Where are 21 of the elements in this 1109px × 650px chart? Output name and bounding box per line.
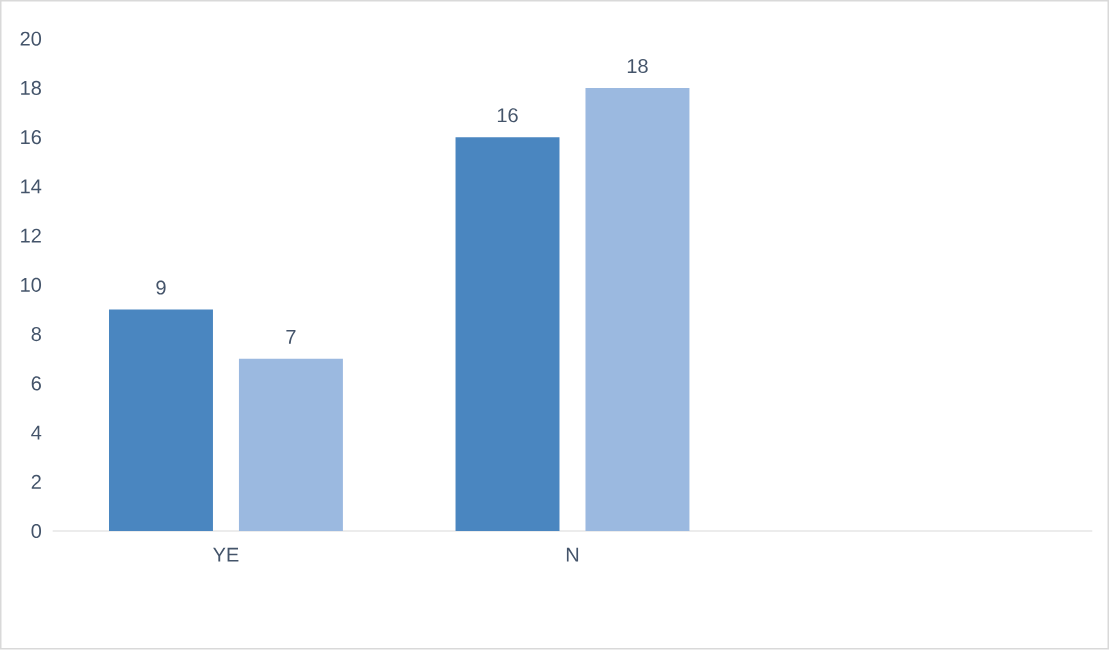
bar	[109, 309, 213, 532]
y-tick-label: 16	[21, 130, 41, 145]
data-label: 18	[627, 59, 648, 74]
y-tick-label: 14	[21, 179, 42, 194]
y-tick-label: 10	[21, 277, 42, 293]
bar	[455, 137, 560, 532]
bar	[238, 358, 343, 532]
y-tick-label: 12	[21, 228, 41, 243]
data-label: 9	[156, 280, 166, 295]
y-tick-label: 2	[31, 475, 41, 489]
y-tick-label: 18	[21, 81, 41, 96]
data-label: 7	[286, 330, 296, 345]
y-tick-label: 20	[20, 31, 42, 46]
y-tick-label: 4	[31, 425, 42, 440]
y-tick-label: 0	[31, 524, 42, 539]
x-tick-label: YE	[213, 548, 239, 562]
y-tick-label: 8	[31, 327, 41, 342]
data-label: 16	[497, 108, 518, 123]
y-tick-label: 6	[31, 376, 41, 391]
x-tick-label: N	[566, 548, 579, 562]
bar	[585, 88, 690, 532]
